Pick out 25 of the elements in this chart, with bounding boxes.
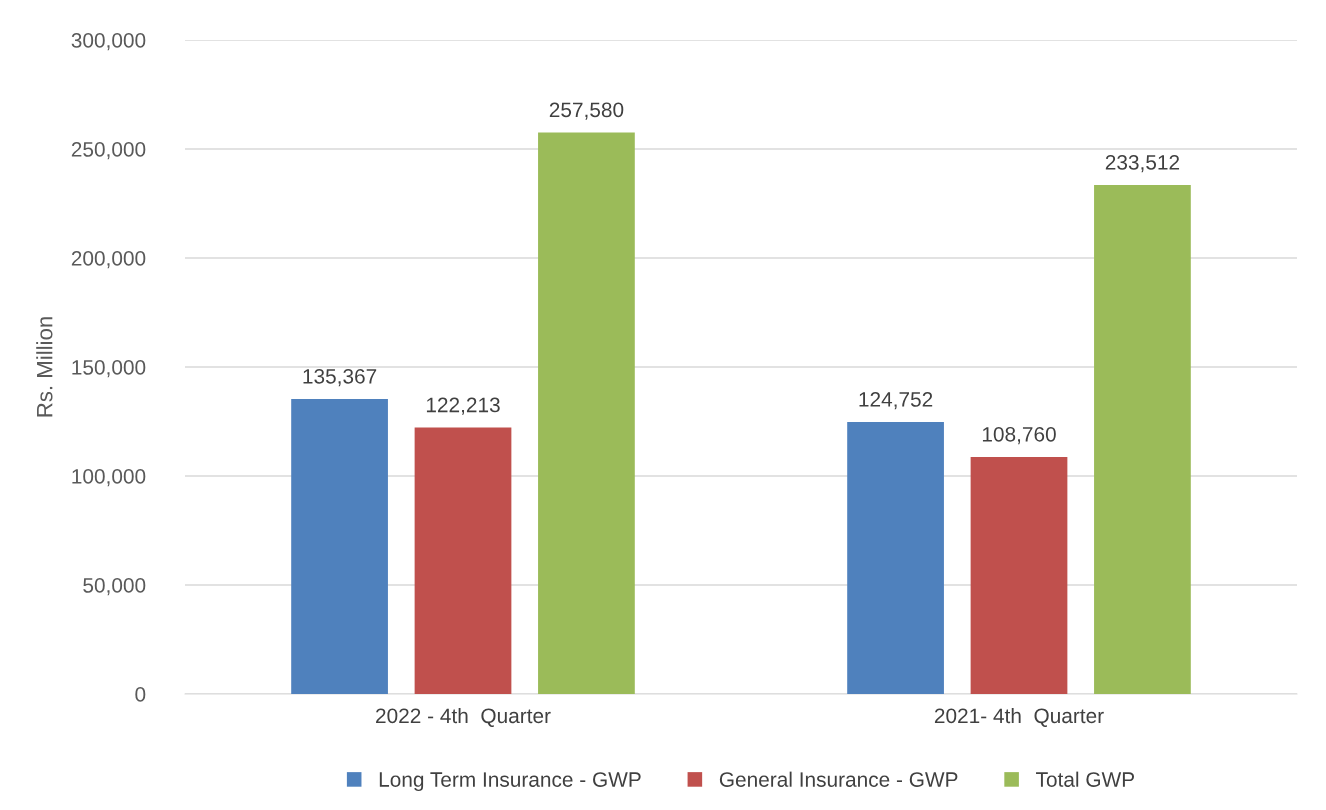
y-tick-label: 100,000 <box>72 469 146 487</box>
bar <box>414 427 512 694</box>
text: 233,512 <box>1105 154 1180 173</box>
y-tick-label: 300,000 <box>71 33 146 51</box>
y-tick-label: 200,000 <box>71 251 146 269</box>
bar <box>538 132 635 694</box>
y-axis-title: Rs. Million <box>36 317 53 417</box>
bar <box>291 398 388 694</box>
legend-label: Long Term Insurance - GWP <box>379 772 641 792</box>
x-tick-label: 2021- 4th Quarter <box>934 707 1104 727</box>
legend-label: General Insurance - GWP <box>719 771 958 787</box>
text: 122,213 <box>426 397 500 415</box>
y-tick-label: 0 <box>135 687 146 702</box>
x-tick-label: 2022 - 4th Quarter <box>376 707 551 727</box>
bar <box>847 422 944 694</box>
bar <box>1094 184 1191 694</box>
y-tick-label: 150,000 <box>72 360 146 378</box>
y-tick-label: 250,000 <box>71 142 146 160</box>
text: 124,752 <box>859 392 933 410</box>
text: 108,760 <box>982 426 1056 445</box>
y-tick-label: 50,000 <box>83 578 146 596</box>
text: 257,580 <box>549 102 624 120</box>
text: 135,367 <box>303 368 377 387</box>
legend-label: Total GWP <box>1036 771 1135 787</box>
bar <box>970 456 1068 694</box>
